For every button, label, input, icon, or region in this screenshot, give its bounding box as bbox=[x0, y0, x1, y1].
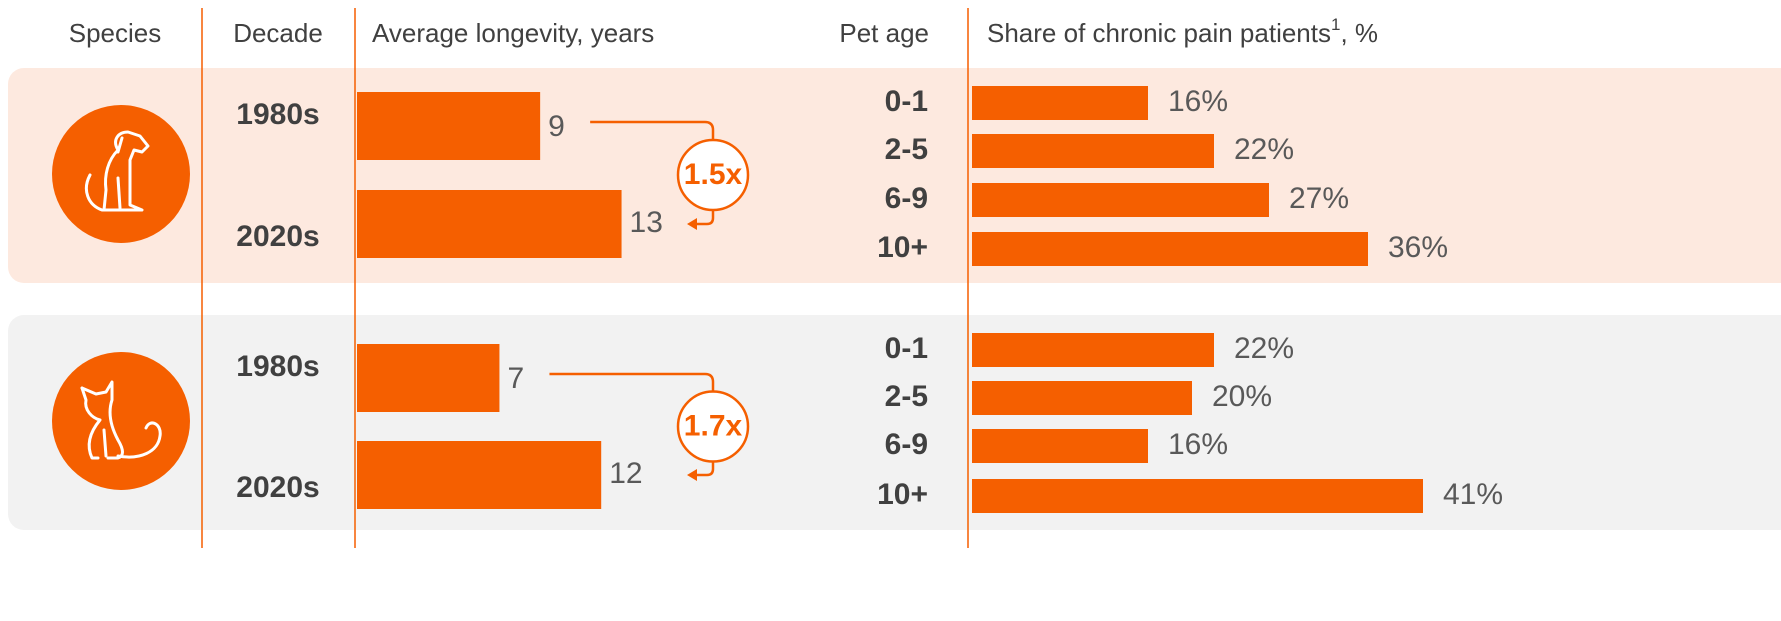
dog-icon-bg bbox=[52, 105, 190, 243]
header-pet-age: Pet age bbox=[839, 18, 929, 48]
bar bbox=[357, 92, 541, 160]
bar bbox=[972, 333, 1214, 367]
bar bbox=[357, 344, 500, 412]
value-label: 36% bbox=[1388, 231, 1448, 264]
value-label: 16% bbox=[1168, 85, 1228, 118]
age-label: 6-9 bbox=[885, 182, 928, 215]
ratio-label: 1.7x bbox=[684, 409, 743, 442]
value-label: 7 bbox=[507, 362, 524, 395]
value-label: 22% bbox=[1234, 332, 1294, 365]
decade-label: 1980s bbox=[236, 98, 319, 131]
arrow-head bbox=[687, 218, 697, 230]
cat-icon bbox=[80, 380, 162, 460]
ratio-circle bbox=[676, 390, 750, 463]
ratio-label: 1.5x bbox=[684, 158, 743, 191]
cat-icon-bg bbox=[52, 352, 190, 490]
age-label: 10+ bbox=[877, 231, 928, 264]
value-label: 9 bbox=[548, 110, 565, 143]
age-label: 2-5 bbox=[885, 133, 928, 166]
decade-label: 2020s bbox=[236, 471, 319, 504]
bar bbox=[972, 381, 1192, 415]
header-longevity: Average longevity, years bbox=[372, 18, 654, 48]
value-label: 13 bbox=[630, 206, 663, 239]
header-share-note: 1 bbox=[1331, 15, 1340, 34]
arrow-head bbox=[687, 469, 697, 481]
age-label: 0-1 bbox=[885, 85, 928, 118]
dog-icon bbox=[85, 130, 150, 212]
age-label: 2-5 bbox=[885, 380, 928, 413]
value-label: 20% bbox=[1212, 380, 1272, 413]
bar bbox=[972, 232, 1368, 266]
connector bbox=[590, 120, 715, 226]
decade-label: 2020s bbox=[236, 220, 319, 253]
value-label: 27% bbox=[1289, 182, 1349, 215]
bar bbox=[972, 429, 1148, 463]
connector bbox=[549, 372, 715, 477]
header-share: Share of chronic pain patients1, % bbox=[987, 15, 1378, 47]
bar bbox=[357, 441, 602, 509]
value-label: 12 bbox=[609, 457, 642, 490]
bar bbox=[972, 86, 1148, 120]
age-label: 0-1 bbox=[885, 332, 928, 365]
bar bbox=[357, 190, 622, 258]
decade-label: 1980s bbox=[236, 350, 319, 383]
bar bbox=[972, 134, 1214, 168]
bar bbox=[972, 479, 1423, 513]
header-decade: Decade bbox=[233, 18, 323, 48]
value-label: 41% bbox=[1443, 478, 1503, 511]
header-species: Species bbox=[69, 18, 162, 48]
header-share-text: Share of chronic pain patients bbox=[987, 18, 1331, 48]
header-share-unit: , % bbox=[1340, 18, 1378, 48]
age-label: 10+ bbox=[877, 478, 928, 511]
age-label: 6-9 bbox=[885, 428, 928, 461]
bar bbox=[972, 183, 1269, 217]
value-label: 22% bbox=[1234, 133, 1294, 166]
ratio-circle bbox=[676, 138, 750, 212]
value-label: 16% bbox=[1168, 428, 1228, 461]
